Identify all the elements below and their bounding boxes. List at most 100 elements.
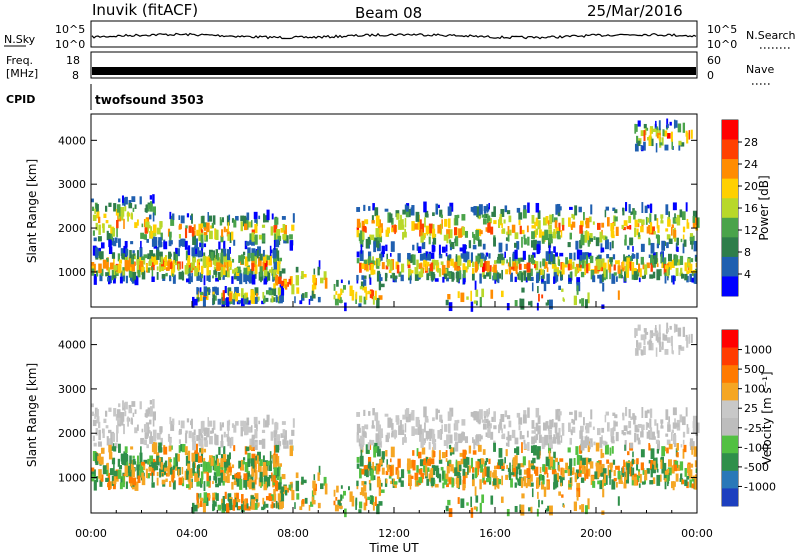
velocity-cell — [405, 410, 410, 418]
velocity-cell — [684, 467, 687, 477]
power-cell — [584, 231, 588, 241]
velocity-cell — [291, 429, 295, 436]
velocity-cell — [649, 427, 653, 438]
power-cell — [192, 257, 195, 268]
velocity-cell — [419, 424, 422, 435]
velocity-cell — [254, 493, 259, 502]
power-cell — [437, 224, 442, 234]
power-cell — [310, 295, 314, 301]
power-cell — [233, 239, 236, 246]
velocity-cell — [482, 475, 485, 483]
power-cell — [390, 275, 393, 279]
power-cell — [638, 265, 641, 271]
power-cell — [628, 204, 631, 213]
nsearch-tick-bottom: 10^0 — [707, 38, 737, 51]
velocity-cell — [425, 466, 428, 477]
velocity-cell — [453, 432, 458, 441]
velocity-cell — [633, 459, 636, 465]
velocity-cell — [649, 418, 652, 429]
power-cell — [130, 254, 134, 265]
velocity-cell — [253, 442, 258, 446]
velocity-cell — [607, 465, 610, 476]
power-cell — [389, 213, 393, 223]
power-cell — [342, 289, 344, 293]
velocity-cell — [224, 459, 229, 468]
power-cell — [636, 252, 639, 259]
power-cell — [434, 259, 439, 266]
velocity-cell — [263, 501, 266, 510]
velocity-cell — [517, 479, 521, 486]
velocity-cell — [388, 475, 392, 479]
velocity-cell — [570, 477, 573, 487]
power-cell — [575, 263, 580, 273]
power-cell — [262, 261, 265, 272]
power-cell — [251, 293, 255, 304]
power-cell — [695, 256, 697, 262]
velocity-cell — [200, 434, 203, 438]
power-cell — [283, 279, 288, 289]
velocity-cell — [631, 475, 635, 481]
power-cell — [181, 238, 186, 247]
power-cell — [592, 275, 596, 283]
velocity-cell — [541, 440, 545, 450]
power-cell — [473, 300, 477, 304]
velocity-cell — [686, 475, 690, 480]
velocity-cell — [680, 346, 685, 351]
velocity-cell — [425, 418, 429, 423]
beam-title: Beam 08 — [355, 4, 422, 22]
velocity-cell — [377, 440, 381, 446]
velocity-cell — [99, 456, 104, 465]
power-cell — [526, 225, 529, 233]
velocity-cell — [488, 407, 490, 415]
velocity-cell — [652, 477, 656, 484]
velocity-cell — [112, 433, 116, 442]
power-cell — [584, 267, 586, 276]
power-cell — [523, 238, 527, 244]
velocity-cell — [416, 448, 419, 457]
power-cell — [294, 296, 296, 304]
velocity-cell — [672, 407, 676, 416]
power-cell — [231, 276, 234, 284]
power-cell — [289, 234, 293, 240]
velocity-cell — [288, 484, 292, 491]
power-cell — [508, 229, 512, 236]
velocity-cell — [122, 481, 125, 488]
power-cell — [254, 264, 258, 274]
power-cell — [156, 250, 160, 260]
velocity-cell — [505, 442, 510, 447]
velocity-cell — [199, 493, 202, 498]
velocity-cell — [637, 344, 641, 351]
power-cell — [587, 292, 590, 304]
velocity-cell — [258, 440, 263, 445]
velocity-cell — [324, 483, 328, 495]
velocity-cell — [273, 445, 276, 456]
power-cell — [561, 262, 565, 272]
power-cell — [132, 271, 137, 280]
power-cell — [333, 283, 336, 291]
power-cell — [554, 263, 557, 267]
power-cell — [565, 257, 569, 265]
velocity-cell — [431, 465, 436, 476]
power-cell — [531, 259, 536, 264]
power-cell — [522, 250, 526, 260]
power-cell — [149, 249, 154, 259]
power-cell — [236, 293, 241, 297]
power-cell — [575, 240, 579, 250]
velocity-cell — [295, 480, 300, 492]
velocity-cell — [433, 451, 436, 457]
power-cell — [661, 240, 666, 251]
power-cell — [99, 274, 103, 282]
velocity-cell — [361, 436, 365, 446]
power-cell — [456, 272, 460, 283]
power-cell — [197, 264, 200, 273]
velocity-cell — [251, 434, 255, 440]
velocity-cell — [96, 409, 99, 417]
freq-label-line2: [MHz] — [6, 67, 38, 80]
power-cell — [585, 217, 590, 229]
velocity-cell — [193, 452, 198, 460]
power-cell — [476, 237, 480, 241]
power-cell — [671, 139, 674, 150]
power-cell — [194, 298, 198, 306]
velocity-cell — [231, 464, 235, 469]
